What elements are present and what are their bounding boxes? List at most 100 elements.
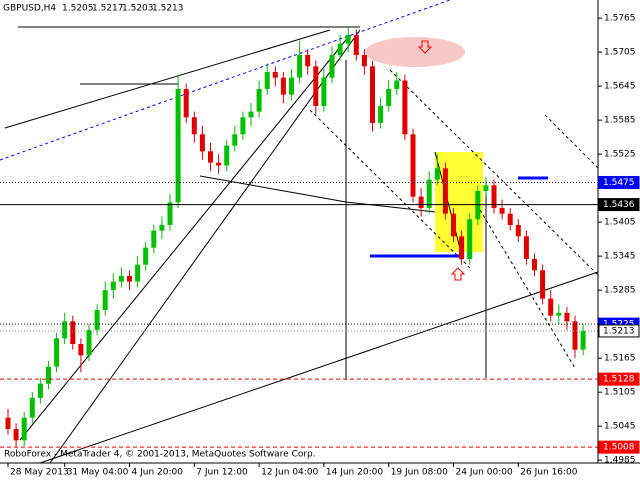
candle-body	[216, 162, 222, 166]
trend-line	[4, 29, 331, 129]
level-label: 1.5128	[603, 375, 635, 385]
candle-body	[297, 54, 303, 78]
candle-body	[337, 43, 343, 55]
candle-body	[167, 202, 173, 225]
candle-body	[175, 88, 181, 203]
candle-body	[78, 343, 84, 356]
candle-body	[62, 321, 68, 339]
candle-body	[410, 134, 416, 197]
candle-body	[434, 168, 440, 180]
y-tick-label: 1.5705	[604, 48, 636, 58]
y-tick-label: 1.5045	[604, 422, 636, 432]
x-tick-label: 7 Jun 12:00	[196, 468, 248, 478]
x-tick-label: 24 Jun 00:00	[456, 468, 513, 478]
candle-body	[491, 185, 497, 208]
footer: RoboForex - MetaTrader 4, © 2001-2013, M…	[4, 450, 316, 460]
level-label: 1.5475	[603, 178, 635, 188]
level-label: 1.5436	[603, 200, 635, 210]
candle-body	[29, 397, 35, 418]
candle-body	[37, 383, 43, 398]
x-tick-label: 14 Jun 20:00	[326, 468, 383, 478]
candle-body	[70, 321, 76, 344]
candle-body	[199, 134, 205, 152]
channel-line	[309, 109, 471, 269]
candle-body	[442, 168, 448, 214]
candle-body	[507, 213, 513, 225]
header-value: 1.5203	[122, 4, 154, 14]
candle-body	[240, 117, 246, 135]
level-label: 1.5213	[603, 326, 635, 336]
down-arrow	[417, 40, 433, 54]
candle-body	[313, 66, 319, 106]
channel-line	[544, 114, 599, 169]
candle-body	[305, 54, 311, 67]
candle-body	[208, 151, 213, 163]
candle-body	[264, 71, 270, 89]
candle-body	[86, 329, 92, 356]
candle-body	[232, 134, 238, 146]
candle-body	[143, 247, 149, 265]
header-value: 1.5217	[92, 4, 124, 14]
level-label-box	[598, 175, 640, 189]
y-tick-label: 1.4985	[604, 456, 636, 466]
candle-body	[345, 35, 351, 44]
candle-body	[580, 330, 586, 350]
candle-body	[127, 275, 132, 282]
candle-body	[256, 88, 262, 112]
trend-line	[49, 29, 361, 464]
trend-line	[39, 271, 599, 464]
level-label-box	[598, 440, 640, 454]
candle-body	[54, 338, 60, 367]
candle-body	[135, 264, 141, 282]
candle-body	[467, 219, 473, 259]
candle-body	[5, 417, 11, 429]
header-value: 1.5213	[152, 4, 184, 14]
candle-body	[451, 213, 456, 237]
candle-body	[394, 80, 400, 89]
candles	[5, 27, 586, 448]
candle-body	[13, 428, 19, 441]
level-label-box	[598, 372, 640, 386]
candle-body	[151, 230, 157, 248]
candle-body	[159, 224, 165, 231]
candle-body	[426, 179, 432, 208]
candle-body	[353, 35, 359, 55]
y-tick-label: 1.5645	[604, 82, 636, 92]
candle-body	[183, 88, 189, 118]
x-tick-label: 12 Jun 04:00	[261, 468, 318, 478]
candle-body	[361, 54, 367, 67]
x-tick-label: 26 Jun 16:00	[520, 468, 577, 478]
x-tick-label: 31 May 04:00	[67, 468, 129, 478]
candle-body	[46, 366, 51, 384]
trend-line	[199, 175, 347, 203]
y-tick-label: 1.5105	[604, 388, 636, 398]
candle-body	[499, 207, 505, 214]
candle-body	[272, 71, 278, 78]
candle-body	[515, 224, 521, 237]
candle-body	[418, 196, 424, 208]
channel-line	[0, 0, 451, 161]
y-tick-label: 1.5585	[604, 116, 636, 126]
candle-body	[110, 281, 116, 291]
candle-body	[459, 236, 465, 259]
level-label-box	[598, 324, 640, 338]
x-tick-label: 19 Jun 08:00	[391, 468, 448, 478]
candle-body	[564, 312, 570, 322]
x-tick-label: 28 May 2013	[10, 468, 69, 478]
header-value: 1.5205	[62, 4, 94, 14]
y-tick-label: 1.5405	[604, 218, 636, 228]
candle-body	[21, 417, 27, 441]
candle-body	[572, 321, 578, 350]
candle-body	[248, 111, 254, 118]
candle-body	[102, 290, 108, 310]
level-label: 1.5008	[603, 443, 635, 453]
candle-body	[289, 77, 294, 95]
candle-body	[532, 258, 537, 271]
candle-body	[224, 145, 230, 166]
y-tick-label: 1.5165	[604, 354, 636, 364]
trend-line	[19, 34, 351, 441]
chart-title: GBPUSD,H4	[3, 4, 56, 14]
